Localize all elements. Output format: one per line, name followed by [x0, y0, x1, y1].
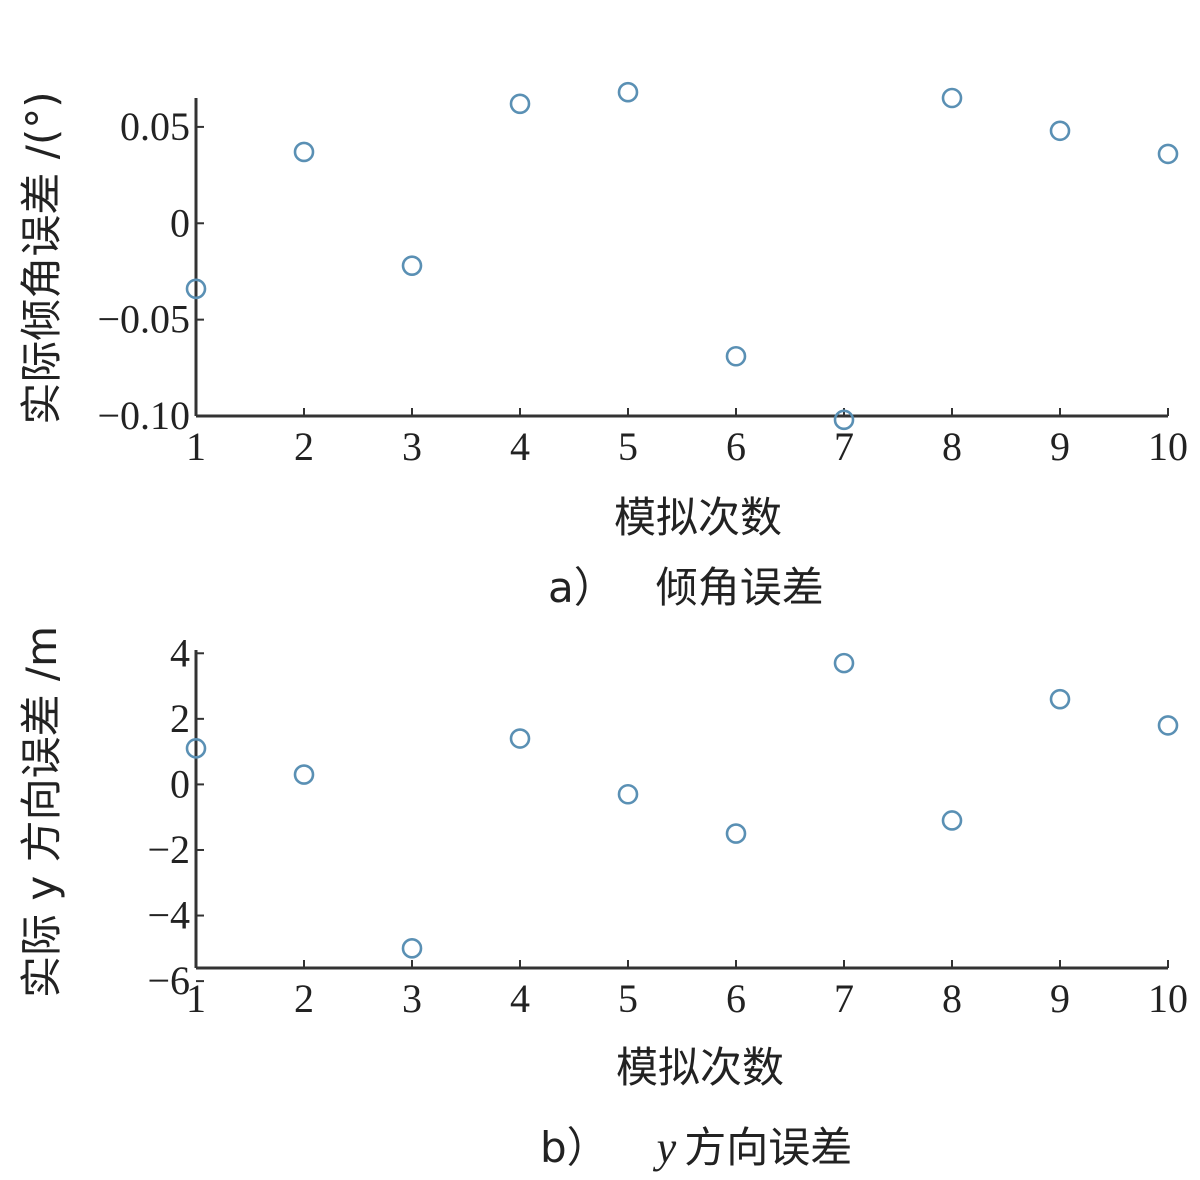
panel-b-y-error: 实际 y 方向误差 /m 420−2−4−6 1 2 3 4 5 6 7 8 9 10 模拟次数 … [17, 626, 1188, 1172]
panel-b-caption-label: b） [540, 1123, 609, 1172]
panel-a-x-ticks: 1 2 3 4 5 6 7 8 9 10 [186, 408, 1188, 469]
panel-a-xtick-label: 7 [834, 424, 854, 469]
panel-a-y-ticks: 0.05 0 −0.05 −0.10 [97, 104, 204, 438]
panel-b-xtick-label: 9 [1050, 976, 1070, 1021]
panel-a-data-point [1157, 143, 1179, 165]
panel-b-xlabel: 模拟次数 [616, 1043, 784, 1092]
panel-b-xtick-label: 5 [618, 976, 638, 1021]
panel-a-xtick-label: 4 [510, 424, 530, 469]
panel-b-data-point [941, 810, 963, 831]
panel-a-ytick-label: 0 [170, 200, 190, 245]
panel-a-xtick-label: 8 [942, 424, 962, 469]
panel-b-ytick-label: −2 [147, 827, 190, 872]
panel-a-xtick-label: 1 [186, 424, 206, 469]
panel-a-data-point [617, 81, 639, 103]
panel-b-caption: b） y 方向误差 [540, 1123, 852, 1172]
panel-a-xtick-label: 9 [1050, 424, 1070, 469]
panel-a-xlabel: 模拟次数 [614, 493, 782, 542]
panel-b-xtick-label: 1 [186, 976, 206, 1021]
panel-b-ytick-label: 2 [170, 696, 190, 741]
panel-b-caption-text: 方向误差 [684, 1123, 852, 1172]
panel-a-data-point [833, 409, 855, 431]
panel-a-xtick-label: 3 [402, 424, 422, 469]
panel-a-ytick-label: −0.05 [97, 297, 190, 342]
panel-b-ytick-label: −6 [147, 958, 190, 1003]
panel-a-tilt-error: 实际倾角误差 /(°) 0.050−0.05−0.10 1 2 3 4 5 6 7 8 9 10 … [17, 81, 1188, 612]
panel-b-data-point [1049, 688, 1071, 710]
panel-a-xtick-label: 2 [294, 424, 314, 469]
panel-a-caption: a） 倾角误差 [548, 563, 824, 612]
panel-a-ytick-label: −0.10 [97, 393, 190, 438]
panel-b-xtick-label: 7 [834, 976, 854, 1021]
panel-b-y-ticks: 4 2 0 −2 −4 −6 [147, 630, 204, 1003]
panel-a-data-point [509, 93, 531, 115]
panel-a-data-point [185, 278, 207, 300]
panel-b-data-point [509, 728, 531, 749]
panel-a-data-point [1049, 120, 1071, 142]
panel-b-xtick-label: 6 [726, 976, 746, 1021]
panel-a-ytick-label: 0.05 [120, 104, 190, 149]
panel-b-caption-italic: y [653, 1123, 677, 1172]
panel-a-data-point [725, 345, 747, 367]
panel-b-data-point [185, 738, 207, 759]
panel-a-ylabel: 实际倾角误差 /(°) [17, 91, 66, 424]
panel-b-data-point [293, 764, 315, 785]
panel-a-data-point [293, 141, 315, 163]
panel-b-data-point [833, 652, 855, 674]
panel-b-data-point [401, 938, 423, 959]
panel-a-xtick-label: 5 [618, 424, 638, 469]
panel-b-xtick-label: 4 [510, 976, 530, 1021]
panel-a-data-point [941, 87, 963, 109]
panel-a-xtick-label: 10 [1148, 424, 1188, 469]
panel-a-points [185, 81, 1179, 431]
panel-b-xtick-label: 8 [942, 976, 962, 1021]
panel-b-ytick-label: 4 [170, 630, 190, 675]
panel-b-ytick-label: −4 [147, 893, 190, 938]
panel-b-x-ticks: 1 2 3 4 5 6 7 8 9 10 [186, 960, 1188, 1021]
panel-b-ytick-label: 0 [170, 761, 190, 806]
panel-b-xtick-label: 10 [1148, 976, 1188, 1021]
panel-a-data-point [401, 255, 423, 276]
panel-b-xtick-label: 3 [402, 976, 422, 1021]
panel-b-data-point [1157, 715, 1179, 736]
panel-a-caption-label: a） [548, 563, 616, 612]
panel-a-caption-text: 倾角误差 [656, 563, 824, 612]
panel-b-data-point [617, 783, 639, 805]
panel-a-xtick-label: 6 [726, 424, 746, 469]
panel-b-data-point [725, 823, 747, 844]
panel-b-ylabel: 实际 y 方向误差 /m [17, 626, 66, 998]
panel-b-xtick-label: 2 [294, 976, 314, 1021]
panel-b-points [185, 652, 1179, 959]
